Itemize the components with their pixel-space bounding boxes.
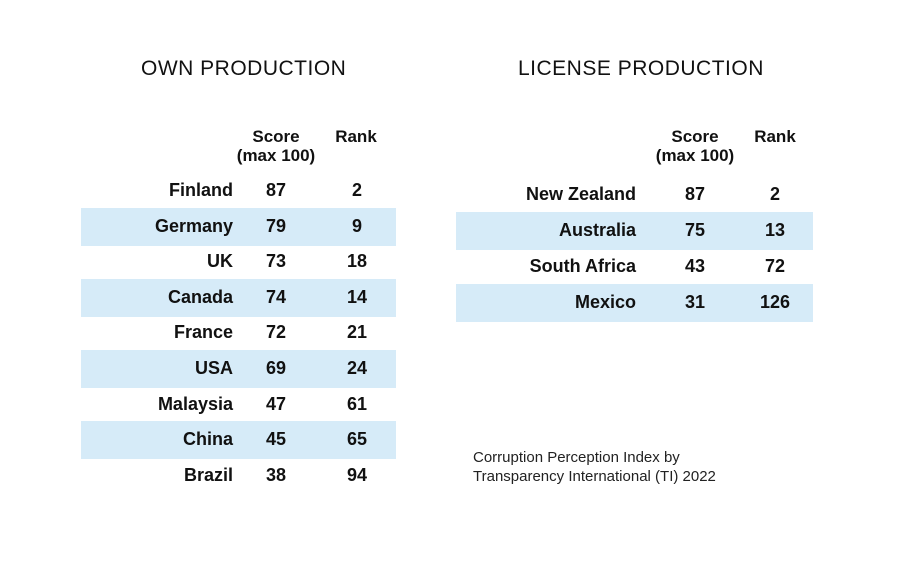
- score-cell: 45: [265, 429, 287, 450]
- score-cell: 74: [265, 286, 287, 307]
- country-cell: South Africa: [529, 256, 636, 276]
- table-row: Australia 75 13: [456, 212, 813, 250]
- license-rank-header: Rank: [754, 127, 796, 146]
- rank-cell: 9: [351, 215, 362, 236]
- score-cell: 79: [265, 215, 287, 236]
- country-cell: UK: [207, 251, 233, 272]
- score-cell: 72: [265, 322, 287, 343]
- license-score-header-line1: Score: [671, 127, 719, 146]
- table-row: France 72 21: [81, 314, 396, 352]
- rank-cell: 21: [346, 322, 368, 343]
- rank-cell: 126: [759, 292, 791, 312]
- rank-cell: 72: [764, 256, 786, 276]
- score-cell: 73: [265, 251, 287, 272]
- score-cell: 43: [684, 256, 706, 276]
- score-cell: 69: [265, 358, 287, 378]
- rank-cell: 18: [346, 251, 368, 272]
- license-score-header: Score (max 100): [645, 127, 745, 165]
- source-note: Corruption Perception Index by Transpare…: [473, 448, 716, 486]
- table-row: New Zealand 87 2: [456, 176, 813, 214]
- country-cell: Finland: [169, 180, 233, 200]
- score-cell: 75: [684, 220, 706, 240]
- license-score-header-line2: (max 100): [655, 146, 735, 165]
- rank-cell: 14: [346, 286, 368, 307]
- table-row: South Africa 43 72: [456, 248, 813, 286]
- country-cell: Mexico: [574, 292, 636, 312]
- rank-cell: 94: [346, 464, 368, 485]
- table-row: Canada 74 14: [81, 278, 396, 317]
- rank-cell: 61: [346, 393, 368, 414]
- own-score-header: Score (max 100): [226, 127, 326, 165]
- source-note-line1: Corruption Perception Index by: [473, 449, 680, 466]
- source-note-line2: Transparency International (TI) 2022: [473, 468, 716, 485]
- table-row: Finland 87 2: [81, 172, 396, 210]
- rank-cell: 13: [764, 220, 786, 240]
- own-rank-header: Rank: [335, 127, 377, 146]
- table-row: China 45 65: [81, 421, 396, 460]
- license-production-title: LICENSE PRODUCTION: [518, 57, 764, 80]
- rank-cell: 24: [346, 358, 368, 378]
- country-cell: Germany: [154, 215, 233, 236]
- rank-cell: 2: [351, 180, 362, 200]
- country-cell: Brazil: [183, 464, 233, 485]
- rank-cell: 65: [346, 429, 368, 450]
- table-row: Brazil 38 94: [81, 457, 396, 495]
- score-cell: 31: [684, 292, 706, 312]
- country-cell: New Zealand: [525, 184, 636, 204]
- country-cell: Malaysia: [157, 393, 233, 414]
- own-score-header-line1: Score: [252, 127, 300, 146]
- score-cell: 38: [265, 464, 287, 485]
- country-cell: Australia: [558, 220, 636, 240]
- score-cell: 87: [684, 184, 706, 204]
- country-cell: France: [173, 322, 233, 343]
- table-row: Malaysia 47 61: [81, 386, 396, 424]
- country-cell: USA: [194, 358, 233, 378]
- table-row: USA 69 24: [81, 350, 396, 388]
- country-cell: Canada: [167, 286, 233, 307]
- table-row: UK 73 18: [81, 243, 396, 281]
- country-cell: China: [182, 429, 233, 450]
- rank-cell: 2: [769, 184, 780, 204]
- table-row: Mexico 31 126: [456, 284, 813, 322]
- own-production-title: OWN PRODUCTION: [141, 57, 347, 80]
- own-score-header-line2: (max 100): [236, 146, 316, 165]
- score-cell: 87: [265, 180, 287, 200]
- table-row: Germany 79 9: [81, 207, 396, 246]
- score-cell: 47: [265, 393, 287, 414]
